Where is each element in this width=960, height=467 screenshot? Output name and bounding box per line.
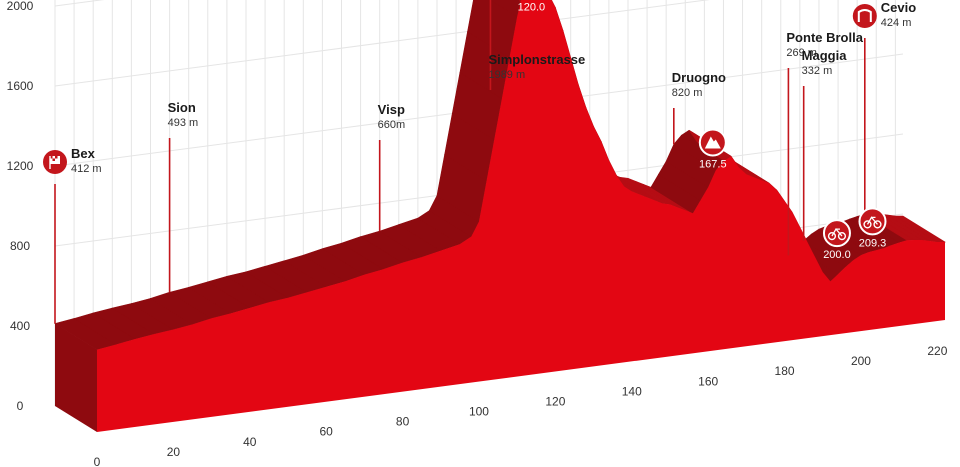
km-marker: 209.3 (858, 207, 887, 249)
x-tick-label: 160 (698, 374, 718, 388)
x-tick-label: 0 (94, 455, 101, 467)
location-name: Ponte Brolla (786, 30, 863, 45)
km-marker-label: 120.0 (518, 1, 546, 13)
bicycle-sprint-icon (858, 207, 887, 236)
location-name: Druogno (672, 70, 726, 85)
location-name: Maggia (802, 48, 848, 63)
location-altitude: 493 m (168, 117, 199, 129)
bicycle-sprint-icon (822, 219, 851, 248)
y-tick-label: 1600 (7, 79, 34, 93)
location-name: Visp (378, 102, 405, 117)
location-altitude: 660m (378, 119, 406, 131)
location-ponte-brolla: Ponte Brolla 269 m (786, 30, 864, 256)
x-tick-label: 40 (243, 435, 257, 449)
x-tick-label: 200 (851, 354, 871, 368)
km-marker: 120.0 (518, 1, 546, 13)
profile-left-cap (55, 323, 97, 432)
location-name: Bex (71, 146, 96, 161)
profile-front-face (97, 0, 945, 432)
x-tick-label: 100 (469, 405, 489, 419)
flag-check (52, 158, 55, 161)
mountain-shape (704, 136, 721, 149)
location-altitude: 820 m (672, 87, 703, 99)
arch-shape (857, 9, 872, 22)
x-tick-label: 220 (927, 344, 947, 358)
location-simplonstrasse: Simplonstrasse 1989 m (488, 0, 585, 90)
finish-arch-icon (852, 4, 877, 28)
location-maggia: Maggia 332 m (802, 48, 848, 241)
flag-check (55, 156, 58, 159)
y-tick-label: 800 (10, 239, 30, 253)
km-marker: 200.0 (822, 219, 851, 261)
flag-check (50, 156, 53, 159)
y-tick-label: 400 (10, 319, 30, 333)
location-altitude: 269 m (786, 47, 817, 59)
bike-wheel (863, 220, 872, 229)
y-tick-label: 1200 (7, 159, 34, 173)
km-marker-label: 209.3 (859, 237, 887, 249)
profile-top-segment (489, 0, 522, 17)
km-marker: 167.5 (698, 128, 727, 170)
location-altitude: 332 m (802, 65, 833, 77)
km-marker-label: 200.0 (823, 249, 851, 261)
location-altitude: 412 m (71, 163, 102, 175)
location-altitude: 1989 m (488, 69, 525, 81)
location-name: Simplonstrasse (488, 52, 585, 67)
location-visp: Visp 660m (378, 102, 406, 232)
y-tick-label: 2000 (7, 0, 34, 13)
location-cevio: Cevio 424 m (852, 0, 916, 215)
bike-wheel (837, 231, 847, 241)
location-altitude: 424 m (881, 17, 912, 29)
x-tick-label: 140 (622, 384, 642, 398)
axes: 0400800120016002000240002040608010012014… (7, 0, 948, 467)
bike-frame (831, 227, 843, 237)
x-tick-label: 180 (775, 364, 795, 378)
y-tick-label: 0 (17, 399, 24, 413)
x-tick-label: 80 (396, 415, 410, 429)
km-marker-label: 167.5 (699, 158, 727, 170)
bike-wheel (873, 220, 882, 229)
x-tick-label: 120 (545, 394, 565, 408)
location-name: Cevio (881, 0, 916, 15)
x-tick-label: 60 (320, 425, 334, 439)
bike-frame (866, 216, 878, 225)
location-sion: Sion 493 m (168, 100, 199, 293)
location-druogno: Druogno 820 m (672, 70, 726, 145)
km-markers: 120.0 167.5 200.0 209.3 (518, 1, 887, 261)
location-name: Sion (168, 100, 196, 115)
x-tick-label: 20 (167, 445, 181, 459)
location-bex: Bex 412 m (43, 146, 102, 324)
bike-wheel (827, 231, 837, 241)
